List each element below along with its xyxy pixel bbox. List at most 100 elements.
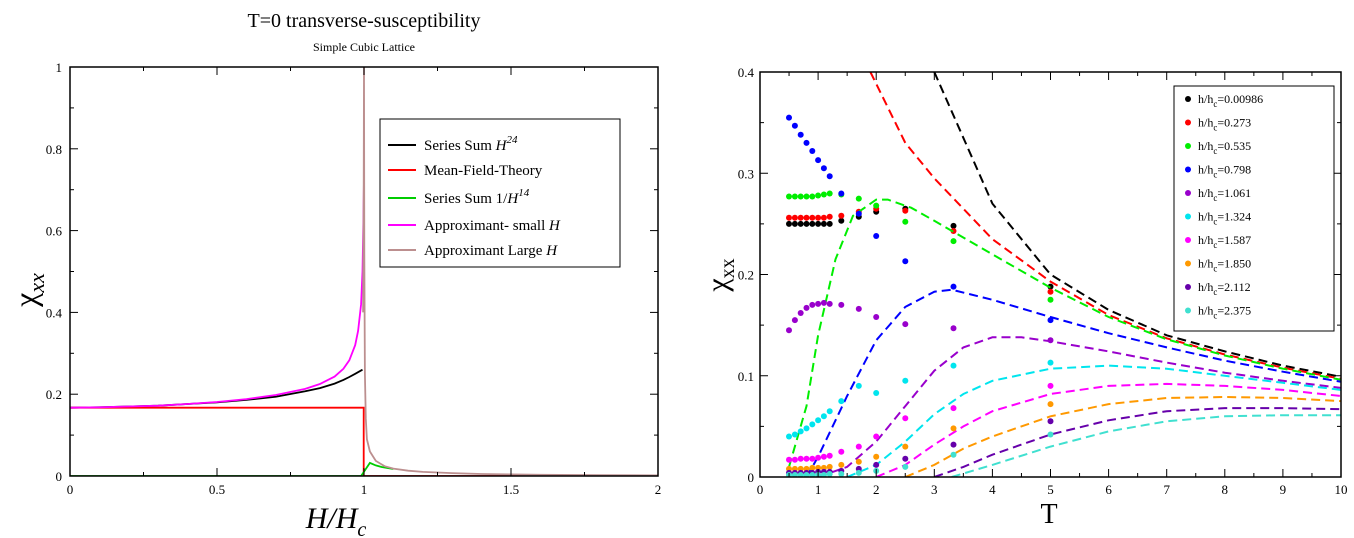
right-legend: h/hc=0.00986h/hc=0.273h/hc=0.535h/hc=0.7… — [1173, 85, 1335, 332]
left-legend-label-1: Mean-Field-Theory — [424, 163, 543, 179]
right-legend-value-1: =0.273 — [1217, 116, 1251, 130]
right-legend-prefix-0: h/h — [1198, 92, 1213, 106]
right-series-point-4-3 — [803, 304, 810, 311]
right-legend-prefix-7: h/h — [1198, 257, 1213, 271]
right-series-point-3-5 — [815, 157, 822, 164]
right-series-point-4-12 — [950, 325, 957, 332]
right-series-point-6-12 — [950, 405, 957, 412]
left-y-tick-label-5: 1 — [56, 60, 63, 75]
right-legend-prefix-4: h/h — [1198, 186, 1213, 200]
left-y-axis-label-sub: xx — [24, 273, 49, 294]
left-legend-label-italic-2: H — [506, 191, 519, 207]
left-legend-label-3: Approximant- small H — [424, 218, 561, 234]
right-legend-sub-9: c — [1213, 311, 1217, 321]
right-series-point-1-0 — [786, 214, 792, 221]
left-series-line-2 — [70, 461, 394, 476]
right-series-point-0-5 — [815, 220, 822, 227]
right-legend-prefix-9: h/h — [1198, 304, 1213, 318]
right-series-point-3-10 — [873, 233, 880, 239]
right-series-curve-2 — [788, 198, 1341, 468]
right-legend-marker-2 — [1185, 143, 1191, 149]
right-series-point-4-2 — [797, 310, 804, 316]
right-series-point-9-2 — [797, 472, 804, 477]
right-series-point-9-4 — [809, 472, 816, 477]
right-legend-sub-6: c — [1213, 240, 1217, 250]
right-series-point-6-0 — [786, 456, 792, 463]
right-legend-label-4: h/hc=1.061 — [1198, 186, 1251, 203]
right-series-point-5-7 — [826, 408, 833, 415]
right-legend-label-5: h/hc=1.324 — [1198, 210, 1251, 227]
right-legend-prefix-2: h/h — [1198, 139, 1213, 153]
right-series-curve-0 — [933, 72, 1341, 378]
right-legend-value-4: =1.061 — [1217, 186, 1251, 200]
right-y-axis-label-main: χ — [701, 278, 734, 293]
left-legend-label-italic-4: H — [545, 243, 558, 259]
right-legend-value-8: =2.112 — [1217, 280, 1250, 294]
right-legend-value-9: =2.375 — [1217, 304, 1251, 318]
right-series-group — [786, 72, 1341, 477]
right-x-tick-label-1: 1 — [815, 482, 822, 497]
right-legend-label-9: h/hc=2.375 — [1198, 304, 1251, 321]
right-series-point-8-13 — [1047, 418, 1054, 425]
right-series-point-6-5 — [815, 454, 822, 461]
right-series-point-8-10 — [873, 461, 880, 468]
right-series-curve-9 — [951, 414, 1341, 477]
right-series-point-7-12 — [950, 425, 957, 432]
right-series-point-1-7 — [826, 213, 833, 220]
left-x-axis-label: H/Hc — [305, 502, 367, 538]
right-series-curve-5 — [846, 364, 1341, 477]
right-legend-value-0: =0.00986 — [1217, 92, 1263, 106]
right-legend-label-8: h/hc=2.112 — [1198, 280, 1251, 297]
right-series-point-5-3 — [803, 425, 810, 432]
right-legend-value-3: =0.798 — [1217, 163, 1251, 177]
right-legend-sub-4: c — [1213, 193, 1217, 203]
left-legend-label-4: Approximant Large H — [424, 243, 558, 259]
left-legend-label-sup-0: 24 — [507, 134, 519, 146]
right-legend-prefix-5: h/h — [1198, 210, 1213, 224]
right-series-point-7-10 — [873, 453, 880, 460]
right-series-point-5-5 — [815, 417, 822, 424]
left-y-tick-label-4: 0.8 — [46, 142, 62, 157]
left-legend-label-sup-2: 14 — [518, 187, 530, 199]
right-legend-sub-2: c — [1213, 146, 1217, 156]
right-legend-sub-8: c — [1213, 287, 1217, 297]
left-chart: T=0 transverse-susceptibility Simple Cub… — [7, 10, 661, 538]
right-series-point-1-11 — [902, 207, 909, 214]
left-legend-label-2: Series Sum 1/H14 — [424, 187, 530, 207]
right-legend-label-6: h/hc=1.587 — [1198, 233, 1251, 250]
left-x-axis-label-sub: c — [357, 519, 366, 538]
right-series-point-7-13 — [1047, 401, 1054, 408]
right-x-tick-label-7: 7 — [1163, 482, 1170, 497]
right-x-tick-label-0: 0 — [757, 482, 764, 497]
right-legend-sub-3: c — [1213, 170, 1217, 180]
right-series-point-4-10 — [873, 314, 880, 320]
left-x-tick-label-0: 0 — [67, 482, 74, 497]
right-series-point-9-8 — [838, 471, 845, 477]
right-series-point-0-12 — [950, 222, 957, 229]
right-series-point-5-10 — [873, 390, 880, 396]
right-series-point-4-8 — [838, 301, 845, 308]
left-y-axis-label-main: χ — [7, 292, 43, 308]
right-series-point-2-3 — [803, 193, 810, 200]
right-legend-sub-1: c — [1213, 123, 1217, 133]
right-series-point-9-3 — [803, 472, 810, 477]
left-ticks: 0 0.5 1 1.5 2 0 0.2 0.4 0.6 0.8 1 — [46, 60, 662, 497]
right-series-point-1-13 — [1047, 288, 1054, 295]
right-series-point-0-7 — [826, 220, 833, 227]
left-y-axis-label: χxx — [7, 273, 49, 308]
right-series-point-6-4 — [809, 455, 816, 462]
right-series-point-4-11 — [902, 321, 909, 328]
left-legend-label-italic-3: H — [548, 218, 561, 234]
left-x-tick-label-2: 1 — [361, 482, 368, 497]
right-legend-sub-5: c — [1213, 217, 1217, 227]
right-series-point-9-13 — [1047, 431, 1054, 438]
right-series-point-2-11 — [902, 218, 909, 225]
right-legend-marker-9 — [1185, 307, 1191, 314]
right-y-axis-label-sub: xx — [717, 258, 739, 278]
right-legend-value-5: =1.324 — [1217, 210, 1251, 224]
right-legend-sub-0: c — [1213, 99, 1217, 109]
right-series-point-4-0 — [786, 327, 792, 334]
right-legend-marker-1 — [1185, 119, 1191, 126]
right-series-point-4-13 — [1047, 337, 1054, 344]
